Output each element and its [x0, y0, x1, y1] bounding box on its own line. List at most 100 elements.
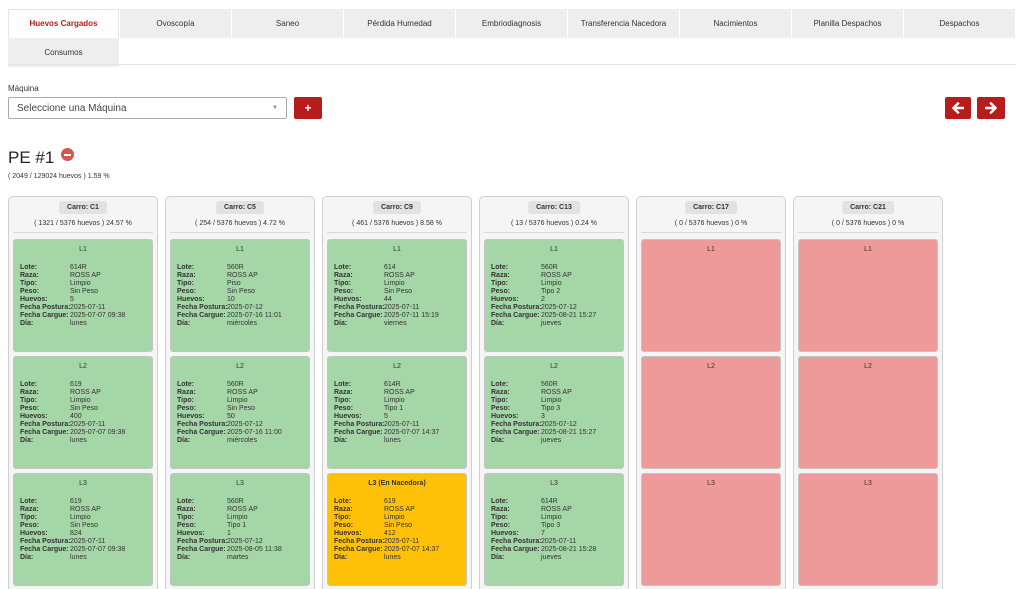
slot-card[interactable]: L3 — [798, 473, 938, 586]
info-row: Tipo: Limpio — [491, 514, 596, 522]
field-value: Limpio — [541, 280, 562, 287]
slot-title: L2 — [236, 363, 244, 370]
field-value: Limpio — [227, 397, 248, 404]
previous-button[interactable] — [945, 97, 971, 119]
info-row: Raza: ROSS AP — [491, 506, 596, 514]
field-label: Día: — [491, 437, 505, 444]
field-label: Tipo: — [177, 280, 194, 287]
slot-card[interactable]: L3 — [641, 473, 781, 586]
field-label: Peso: — [20, 522, 40, 529]
field-value: Sin Peso — [70, 288, 99, 295]
field-value: 2025-07-07 14:37 — [384, 546, 440, 553]
field-value: ROSS AP — [541, 272, 572, 279]
field-label: Huevos: — [20, 413, 48, 420]
info-row: Huevos: 2 — [491, 296, 596, 304]
slot-card[interactable]: L1 — [798, 239, 938, 352]
field-value: Tipo 2 — [541, 288, 561, 295]
slot-card[interactable]: L2 — [641, 356, 781, 469]
slot-card[interactable]: L2 Lote: 560R Raza: ROSS AP Tipo: Limpio Peso: T… — [484, 356, 624, 469]
field-value: Limpio — [384, 397, 405, 404]
slot-card[interactable]: L3 Lote: 560R Raza: ROSS AP Tipo: Limpio Peso: T… — [170, 473, 310, 586]
tab-item[interactable]: Embriodiagnosis — [456, 9, 567, 38]
info-row: Huevos: 3 — [491, 413, 596, 421]
info-row: Raza: ROSS AP — [177, 506, 282, 514]
field-value: Limpio — [70, 280, 91, 287]
slot-title: L2 — [79, 363, 87, 370]
field-value: lunes — [70, 437, 87, 444]
tab-item[interactable]: Nacimientos — [680, 9, 791, 38]
field-label: Día: — [334, 554, 348, 561]
tab-item[interactable]: Pérdida Humedad — [344, 9, 455, 38]
carro-card: Carro: C17 ( 0 / 5376 huevos ) 0 % L1 L2 L3 — [636, 196, 786, 589]
tab-bar: Huevos Cargados Ovoscopía Saneo Pérdida Hum… — [8, 9, 1016, 67]
slot-card[interactable]: L3 Lote: 619 Raza: ROSS AP Tipo: Limpio Peso: Si… — [13, 473, 153, 586]
slot-card[interactable]: L2 Lote: 614R Raza: ROSS AP Tipo: Limpio Peso: T… — [327, 356, 467, 469]
tab-item[interactable]: Consumos — [8, 38, 119, 67]
slot-card[interactable]: L2 Lote: 560R Raza: ROSS AP Tipo: Limpio Peso: S… — [170, 356, 310, 469]
slot-card[interactable]: L1 Lote: 614R Raza: ROSS AP Tipo: Limpio Peso: S… — [13, 239, 153, 352]
field-value: 614R — [541, 498, 558, 505]
carro-name: Carro: C5 — [216, 201, 264, 214]
field-value: ROSS AP — [384, 506, 415, 513]
field-label: Día: — [20, 554, 34, 561]
info-row: Tipo: Limpio — [491, 397, 596, 405]
slot-card[interactable]: L1 Lote: 560R Raza: ROSS AP Tipo: Limpio Peso: T… — [484, 239, 624, 352]
field-label: Lote: — [491, 498, 509, 505]
field-value: 560R — [227, 381, 244, 388]
field-label: Día: — [177, 320, 191, 327]
slot-card[interactable]: L1 — [641, 239, 781, 352]
next-button[interactable] — [977, 97, 1005, 119]
slot-card[interactable]: L1 Lote: 560R Raza: ROSS AP Tipo: Piso Peso: Sin… — [170, 239, 310, 352]
tab-item[interactable]: Planilla Despachos — [792, 9, 903, 38]
carro-stats: ( 0 / 5376 huevos ) 0 % — [674, 220, 748, 227]
add-machine-button[interactable]: + — [294, 97, 322, 119]
info-row: Tipo: Limpio — [177, 514, 282, 522]
info-row: Huevos: 10 — [177, 296, 282, 304]
field-label: Fecha Cargue: — [334, 312, 383, 319]
field-value: jueves — [541, 554, 562, 561]
field-label: Raza: — [20, 389, 39, 396]
tab-item[interactable]: Ovoscopía — [120, 9, 231, 38]
pe-stats: ( 2049 / 129024 huevos ) 1.59 % — [8, 173, 110, 180]
field-value: Sin Peso — [70, 405, 99, 412]
field-label: Tipo: — [334, 397, 351, 404]
field-label: Huevos: — [491, 530, 519, 537]
slot-card[interactable]: L3 (En Nacedora) Lote: 619 Raza: ROSS AP Tipo… — [327, 473, 467, 586]
info-row: Fecha Cargue: 2025-07-07 09:38 — [20, 546, 125, 554]
field-value: 2025-07-11 — [70, 421, 106, 428]
info-row: Peso: Sin Peso — [20, 405, 125, 413]
machine-select-value: Seleccione una Máquina — [17, 102, 127, 114]
slot-card[interactable]: L2 Lote: 619 Raza: ROSS AP Tipo: Limpio Peso: Si… — [13, 356, 153, 469]
carro-name: Carro: C17 — [685, 201, 737, 214]
tab-row: Huevos Cargados Ovoscopía Saneo Pérdida Hum… — [8, 9, 1016, 38]
slot-info: Lote: 614R Raza: ROSS AP Tipo: Limpio Peso: Sin… — [20, 264, 125, 328]
field-label: Tipo: — [177, 514, 194, 521]
field-value: Sin Peso — [227, 288, 256, 295]
slot-card[interactable]: L1 Lote: 614 Raza: ROSS AP Tipo: Limpio Peso: Si… — [327, 239, 467, 352]
machine-select[interactable]: Seleccione una Máquina ▼ — [8, 97, 287, 119]
info-row: Fecha Postura: 2025-07-11 — [334, 538, 439, 546]
info-row: Raza: ROSS AP — [20, 272, 125, 280]
field-value: Tipo 3 — [541, 522, 561, 529]
info-row: Fecha Postura: 2025-07-11 — [20, 421, 125, 429]
info-row: Fecha Cargue: 2025-07-07 09:38 — [20, 312, 125, 320]
slot-card[interactable]: L2 — [798, 356, 938, 469]
slot-title: L3 (En Nacedora) — [368, 480, 426, 487]
field-label: Lote: — [20, 498, 38, 505]
field-label: Fecha Postura: — [177, 304, 228, 311]
info-row: Peso: Sin Peso — [20, 522, 125, 530]
field-value: 2025-07-11 — [70, 538, 106, 545]
tab-item[interactable]: Saneo — [232, 9, 343, 38]
slot-card[interactable]: L3 Lote: 614R Raza: ROSS AP Tipo: Limpio Peso: T… — [484, 473, 624, 586]
tab-item[interactable]: Huevos Cargados — [8, 9, 119, 38]
field-value: ROSS AP — [541, 506, 572, 513]
field-value: Limpio — [541, 397, 562, 404]
minus-circle-icon[interactable] — [61, 147, 75, 161]
tab-item[interactable]: Despachos — [904, 9, 1015, 38]
tab-item[interactable]: Transferencia Nacedora — [568, 9, 679, 38]
field-value: ROSS AP — [70, 506, 101, 513]
field-value: Limpio — [70, 514, 91, 521]
field-value: 619 — [384, 498, 396, 505]
field-value: 560R — [227, 498, 244, 505]
tab-divider — [8, 64, 1016, 65]
